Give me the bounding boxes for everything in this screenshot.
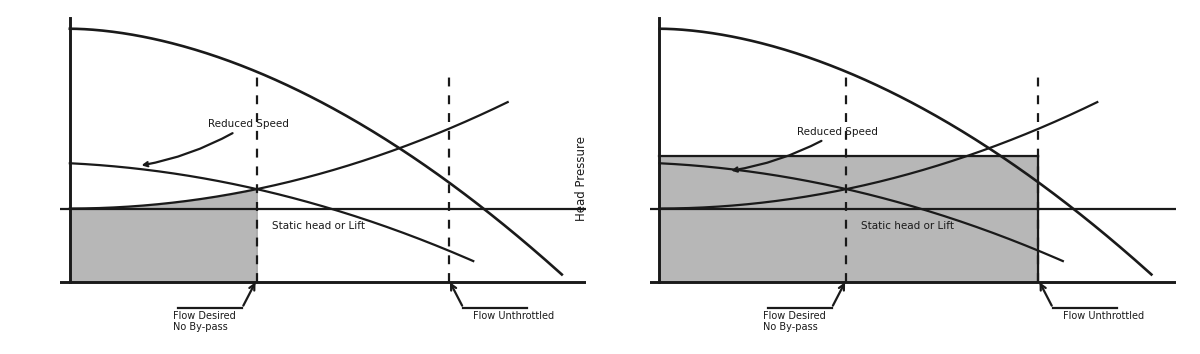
Text: Flow Desired
No By-pass: Flow Desired No By-pass [763, 311, 826, 332]
Text: Reduced Speed: Reduced Speed [733, 127, 878, 172]
Text: Flow Unthrottled: Flow Unthrottled [473, 311, 554, 321]
Text: Static head or Lift: Static head or Lift [862, 222, 954, 232]
Text: Flow Unthrottled: Flow Unthrottled [1063, 311, 1144, 321]
Text: Flow Desired
No By-pass: Flow Desired No By-pass [173, 311, 236, 332]
Text: Static head or Lift: Static head or Lift [271, 222, 365, 232]
Text: Head Pressure: Head Pressure [575, 136, 588, 221]
Text: Reduced Speed: Reduced Speed [144, 119, 288, 166]
